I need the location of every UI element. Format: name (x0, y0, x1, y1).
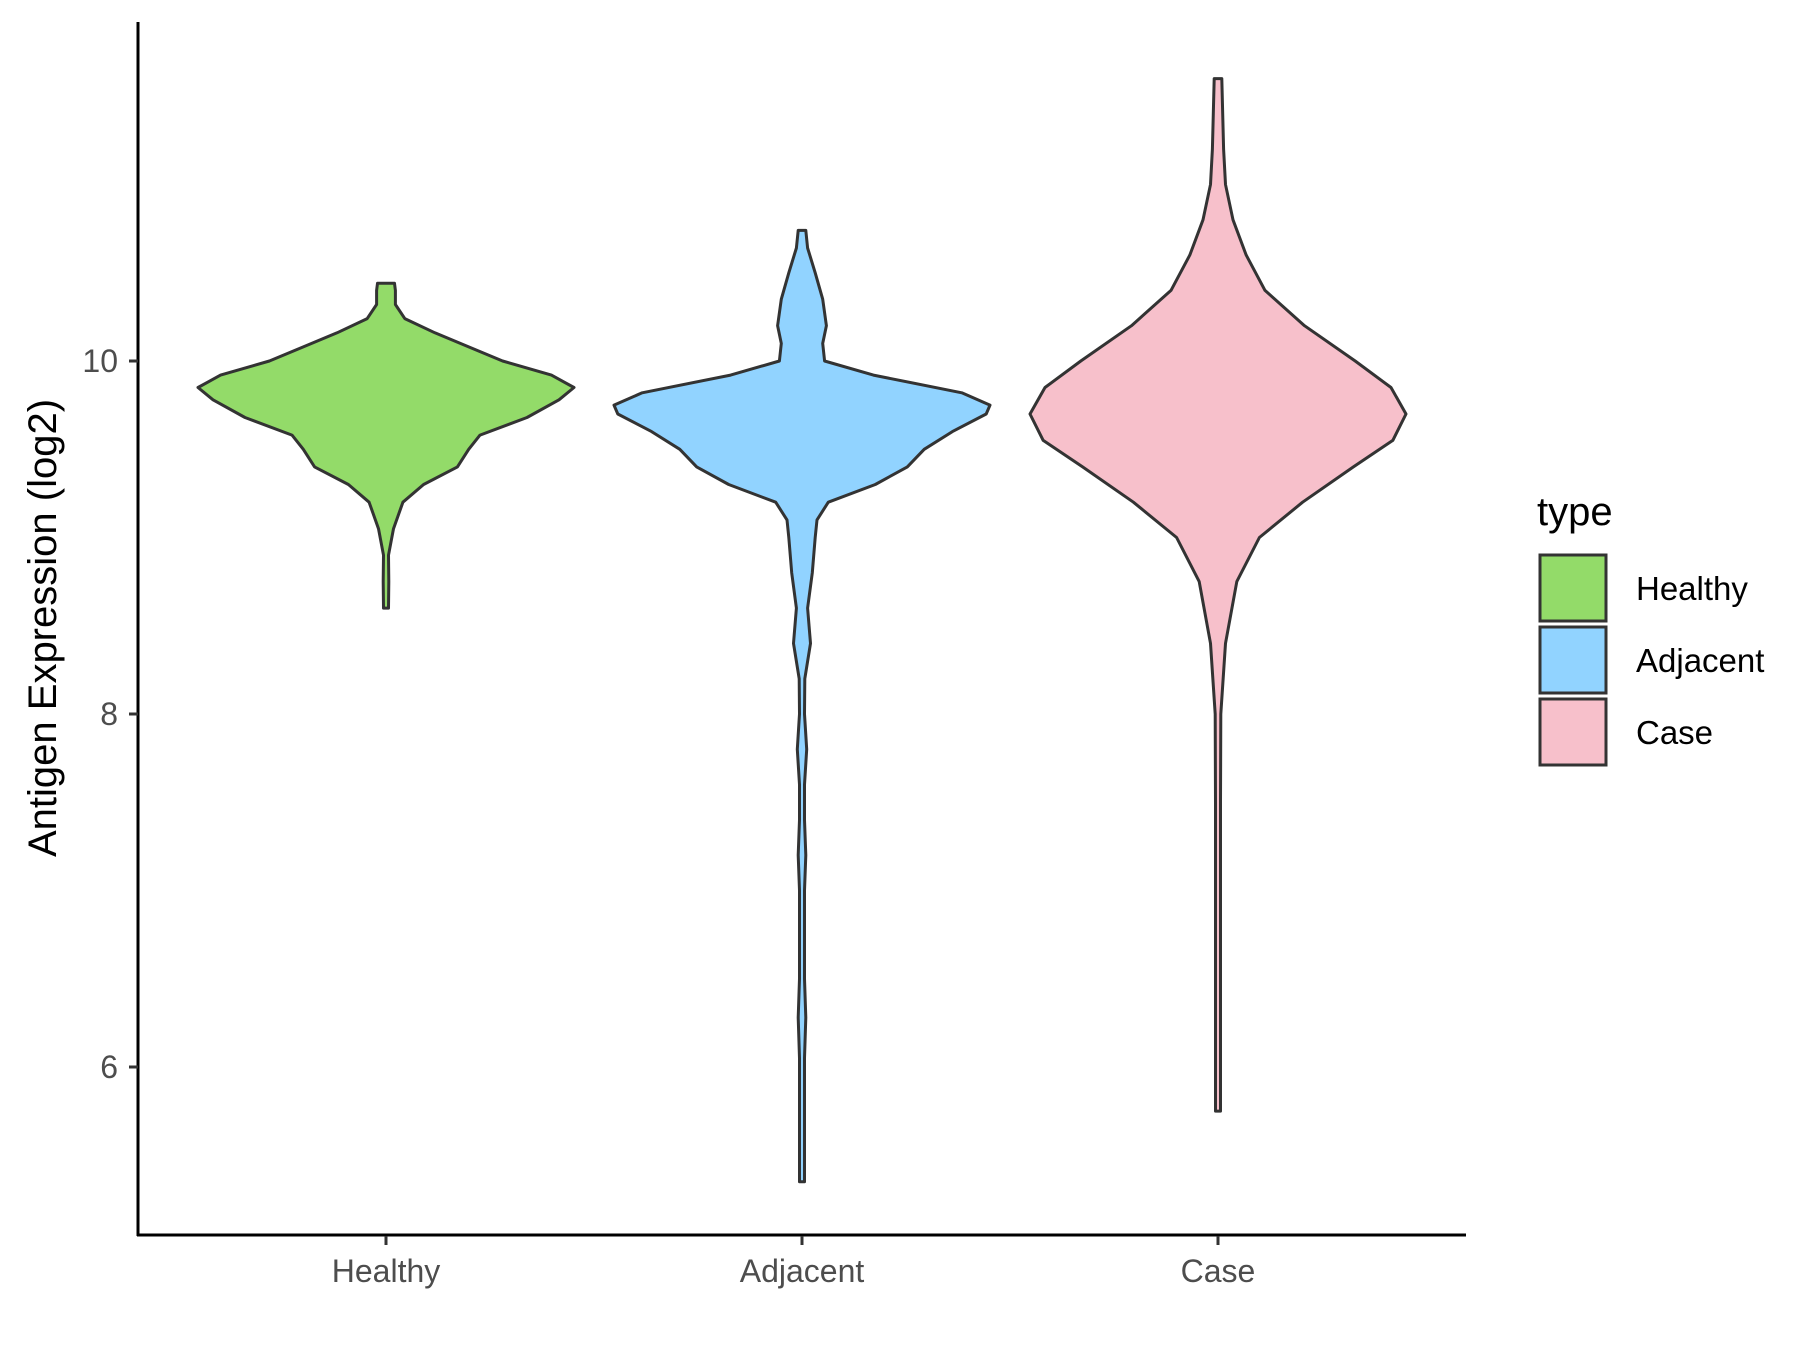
legend-key-adjacent (1538, 625, 1608, 695)
x-tick-label: Case (1181, 1253, 1256, 1289)
legend-label-adjacent: Adjacent (1636, 642, 1764, 679)
y-tick-label: 8 (100, 696, 118, 732)
y-axis-title: Antigen Expression (log2) (21, 399, 65, 857)
violin-case (1028, 77, 1408, 1113)
legend-label-healthy: Healthy (1636, 570, 1748, 607)
violin-healthy (196, 281, 576, 610)
legend-title: type (1537, 490, 1613, 534)
y-tick-label: 10 (82, 343, 118, 379)
legend-label-case: Case (1636, 714, 1713, 751)
y-tick-label: 6 (100, 1049, 118, 1085)
legend-key-case (1538, 697, 1608, 767)
x-ticks: Healthy Adjacent Case (332, 1236, 1256, 1289)
legend-key-healthy (1538, 553, 1608, 623)
legend: type Healthy Adjacent Case (1537, 490, 1764, 767)
x-tick-label: Healthy (332, 1253, 441, 1289)
y-ticks: 6 8 10 (82, 343, 138, 1085)
violin-adjacent (612, 228, 992, 1184)
x-tick-label: Adjacent (740, 1253, 865, 1289)
violins-layer (196, 77, 1408, 1184)
